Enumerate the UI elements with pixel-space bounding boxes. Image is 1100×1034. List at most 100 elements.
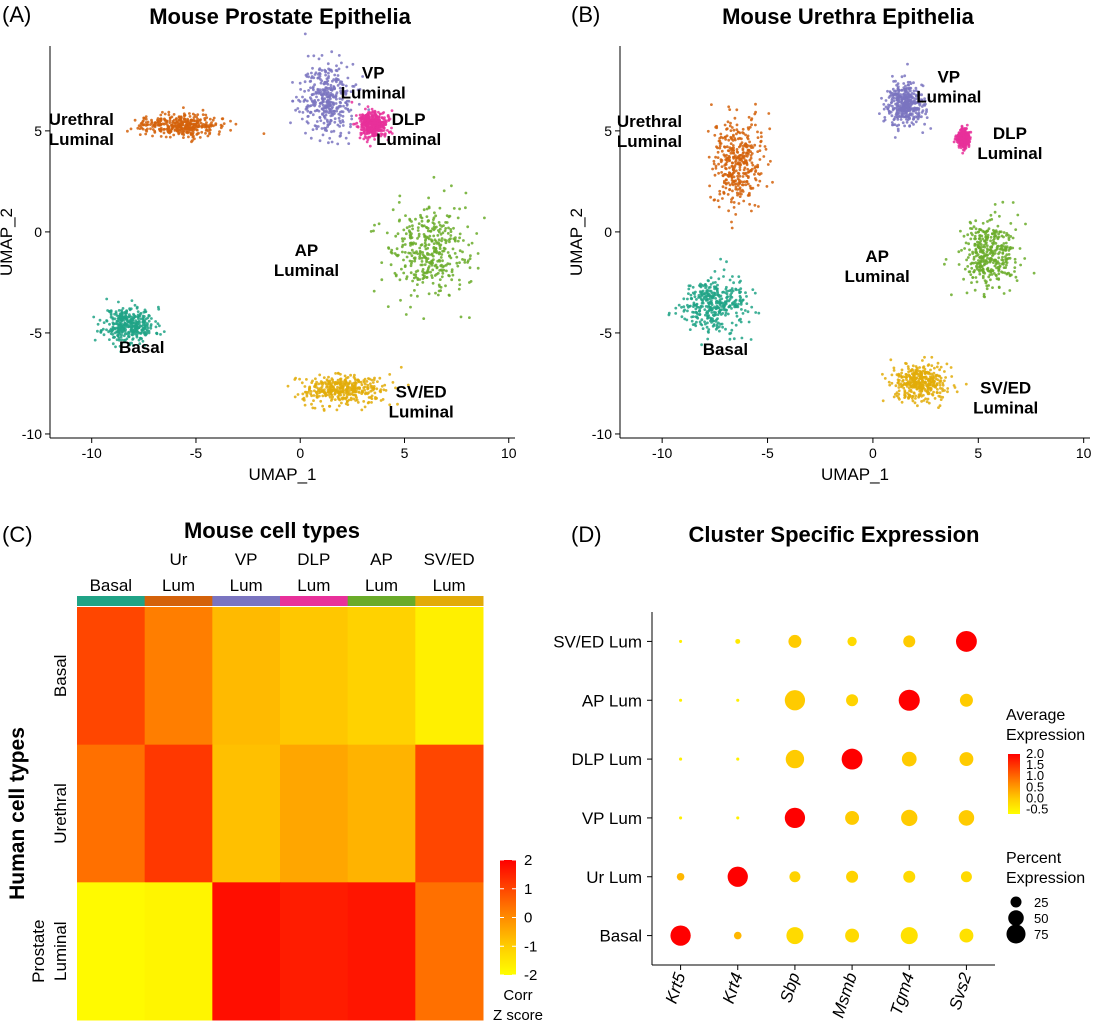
umap-point [167,130,170,134]
umap-point [427,237,431,241]
umap-point [992,228,995,232]
umap-point [738,182,741,186]
umap-point [680,315,684,319]
umap-point [899,118,903,121]
umap-point [428,234,432,238]
umap-point [925,116,929,119]
umap-point [340,98,344,101]
umap-point [691,285,695,289]
umap-point [911,399,915,403]
umap-point [449,256,453,260]
umap-point [344,396,348,400]
umap-point [734,185,738,189]
umap-point [725,158,729,162]
umap-point [443,238,447,242]
umap-point [697,296,700,299]
umap-point [926,364,930,367]
umap-point [685,318,689,322]
umap-point [448,294,451,297]
umap-point [939,398,943,401]
umap-point [1005,253,1009,257]
dotplot-dot [676,872,685,881]
umap-point [337,54,341,57]
umap-point [127,313,131,316]
umap-point [731,144,735,147]
umap-point [994,260,998,264]
umap-point [336,74,340,77]
umap-point [920,111,924,114]
umap-point [99,330,103,334]
umap-point [126,325,129,328]
umap-point [355,125,359,128]
umap-point [716,156,720,160]
umap-point [908,116,911,120]
umap-point [158,127,161,131]
umap-point [737,192,741,196]
umap-point [985,287,989,291]
umap-point [109,332,113,335]
umap-point [421,281,425,284]
umap-point [427,196,430,200]
umap-point [404,232,408,236]
umap-point [723,123,727,127]
umap-point [724,135,727,139]
umap-point [962,234,966,238]
umap-point [364,129,368,133]
umap-point [988,248,992,252]
umap-point [924,112,927,116]
umap-point [733,305,736,309]
umap-point [718,146,722,150]
umap-point [390,109,394,112]
umap-point [1002,292,1006,295]
umap-point [371,381,375,384]
cluster-label-urethral: Urethral Luminal [49,110,114,149]
umap-point [738,158,742,161]
umap-point [748,140,751,144]
umap-point [724,163,728,166]
umap-point [143,330,147,334]
umap-point [316,98,320,102]
umap-point [734,288,738,292]
umap-point [101,327,105,331]
umap-point [730,328,734,332]
umap-point [339,91,343,95]
umap-point [890,121,894,124]
umap-point [406,383,410,387]
dotplot-cluster-label: Ur Lum [586,868,642,887]
umap-point [96,329,99,333]
cluster-label-urethral: Urethral Luminal [617,112,682,151]
umap-point [745,180,749,184]
umap-point [191,122,195,126]
umap-point [880,96,883,100]
umap-point [337,105,341,108]
umap-point [950,293,953,297]
umap-point [326,94,330,97]
umap-point [321,394,325,398]
umap-point [754,123,757,127]
umap-point [378,125,381,129]
umap-point [726,193,730,196]
umap-point [923,381,927,385]
umap-point [1016,213,1020,217]
cluster-label-basal: Basal [119,338,164,357]
umap-point [135,329,138,333]
heatmap-column-color-bar [144,596,213,606]
umap-point [904,84,907,88]
umap-point [410,262,413,265]
umap-point [346,388,350,392]
umap-point [757,205,760,208]
umap-point [457,287,461,291]
umap-point [377,122,381,126]
umap-point [450,270,454,274]
umap-point [169,130,173,134]
umap-point [967,145,971,149]
umap-point [933,366,936,370]
umap-point [714,293,717,297]
umap-point [992,261,995,264]
dotplot-dot [846,694,859,707]
umap-point [102,333,106,337]
umap-point [900,101,904,104]
umap-point [943,389,946,392]
umap-point [117,320,121,323]
umap-point [347,142,351,146]
